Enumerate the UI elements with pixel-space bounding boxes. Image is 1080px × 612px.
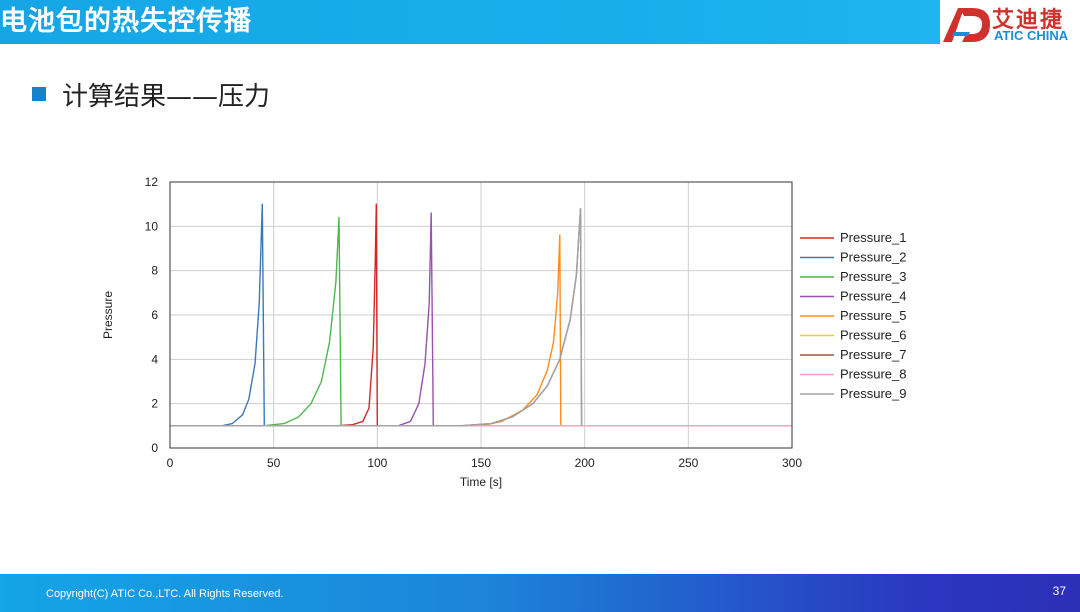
legend-label: Pressure_3: [840, 269, 906, 284]
y-tick-label: 6: [151, 308, 158, 322]
x-tick-label: 250: [678, 456, 698, 470]
y-axis-label: Pressure: [101, 291, 115, 339]
chart-legend: Pressure_1 Pressure_2 Pressure_3 Pressure_4…: [800, 230, 906, 401]
legend-label: Pressure_6: [840, 328, 906, 343]
page-number: 37: [1052, 584, 1066, 598]
series-line-pressure-4: [170, 212, 434, 427]
x-tick-label: 200: [575, 456, 595, 470]
y-tick-label: 8: [151, 264, 158, 278]
x-tick-label: 50: [267, 456, 281, 470]
legend-label: Pressure_7: [840, 347, 906, 362]
y-tick-label: 4: [151, 352, 158, 366]
y-tick-label: 10: [145, 219, 159, 233]
logo-chinese-text: 艾迪捷: [992, 8, 1065, 33]
legend-label: Pressure_2: [840, 250, 906, 265]
x-tick-label: 150: [471, 456, 491, 470]
page-title: 电池包的热失控传播: [0, 6, 252, 37]
legend-label: Pressure_5: [840, 308, 906, 323]
logo-english-text: ATIC CHINA: [994, 28, 1069, 43]
plot-frame: [169, 181, 793, 449]
series-line-pressure-5: [170, 234, 562, 427]
y-tick-label: 2: [151, 397, 158, 411]
series-line-pressure-9: [170, 207, 583, 427]
legend-label: Pressure_1: [840, 230, 906, 245]
y-tick-label: 12: [145, 175, 159, 189]
section-heading-text: 计算结果——压力: [62, 81, 271, 112]
atic-logo-icon: [943, 8, 990, 42]
x-tick-label: 300: [782, 456, 802, 470]
pressure-chart-svg: 0 50 100 150 200 250 300 0 2 4 6 8 10 12 Time [s] Pr…: [101, 175, 906, 489]
footer-bar: Copyright(C) ATIC Co.,LTC. All Rights Re…: [0, 574, 1080, 612]
legend-label: Pressure_8: [840, 367, 906, 382]
company-logo: 艾迪捷 ATIC CHINA: [940, 0, 1080, 44]
copyright-text: Copyright(C) ATIC Co.,LTC. All Rights Re…: [46, 588, 284, 600]
x-axis-label: Time [s]: [460, 475, 502, 489]
x-tick-label: 0: [167, 456, 174, 470]
series-lines: [170, 203, 792, 427]
x-tick-labels: 0 50 100 150 200 250 300: [167, 456, 803, 470]
y-tick-labels: 0 2 4 6 8 10 12: [145, 175, 159, 455]
section-heading: 计算结果——压力: [32, 76, 270, 112]
legend-label: Pressure_9: [840, 386, 906, 401]
legend-label: Pressure_4: [840, 289, 906, 304]
series-line-pressure-2: [170, 203, 265, 427]
x-tick-label: 100: [367, 456, 387, 470]
y-tick-label: 0: [151, 441, 158, 455]
header-bar: 电池包的热失控传播 艾迪捷 ATIC CHINA: [0, 0, 1080, 44]
pressure-chart: 0 50 100 150 200 250 300 0 2 4 6 8 10 12 Time [s] Pr…: [96, 165, 936, 505]
bullet-square-icon: [32, 87, 46, 101]
series-line-pressure-3: [170, 216, 342, 427]
